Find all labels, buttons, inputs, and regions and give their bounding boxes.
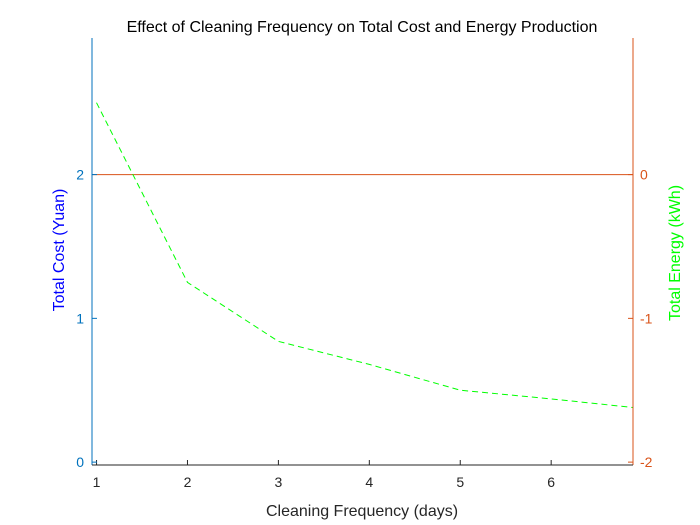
left-y-axis-label: Total Cost (Yuan) bbox=[51, 189, 68, 312]
chart-title: Effect of Cleaning Frequency on Total Co… bbox=[127, 19, 598, 36]
right-y-tick-label: -2 bbox=[640, 454, 653, 470]
total-energy-line bbox=[96, 102, 634, 408]
right-y-tick-label: 0 bbox=[640, 167, 648, 183]
x-tick-label: 5 bbox=[456, 474, 464, 490]
x-tick-label: 1 bbox=[93, 474, 101, 490]
plot-area bbox=[92, 102, 634, 408]
left-y-tick-label: 2 bbox=[76, 167, 84, 183]
x-tick-label: 2 bbox=[184, 474, 192, 490]
left-y-tick-label: 1 bbox=[76, 310, 84, 326]
x-tick-label: 6 bbox=[547, 474, 555, 490]
x-tick-label: 3 bbox=[274, 474, 282, 490]
right-y-axis-label: Total Energy (kWh) bbox=[667, 185, 684, 321]
x-tick-label: 4 bbox=[365, 474, 373, 490]
x-axis-label: Cleaning Frequency (days) bbox=[266, 503, 458, 520]
right-y-tick-label: -1 bbox=[640, 310, 653, 326]
left-y-tick-label: 0 bbox=[76, 454, 84, 470]
